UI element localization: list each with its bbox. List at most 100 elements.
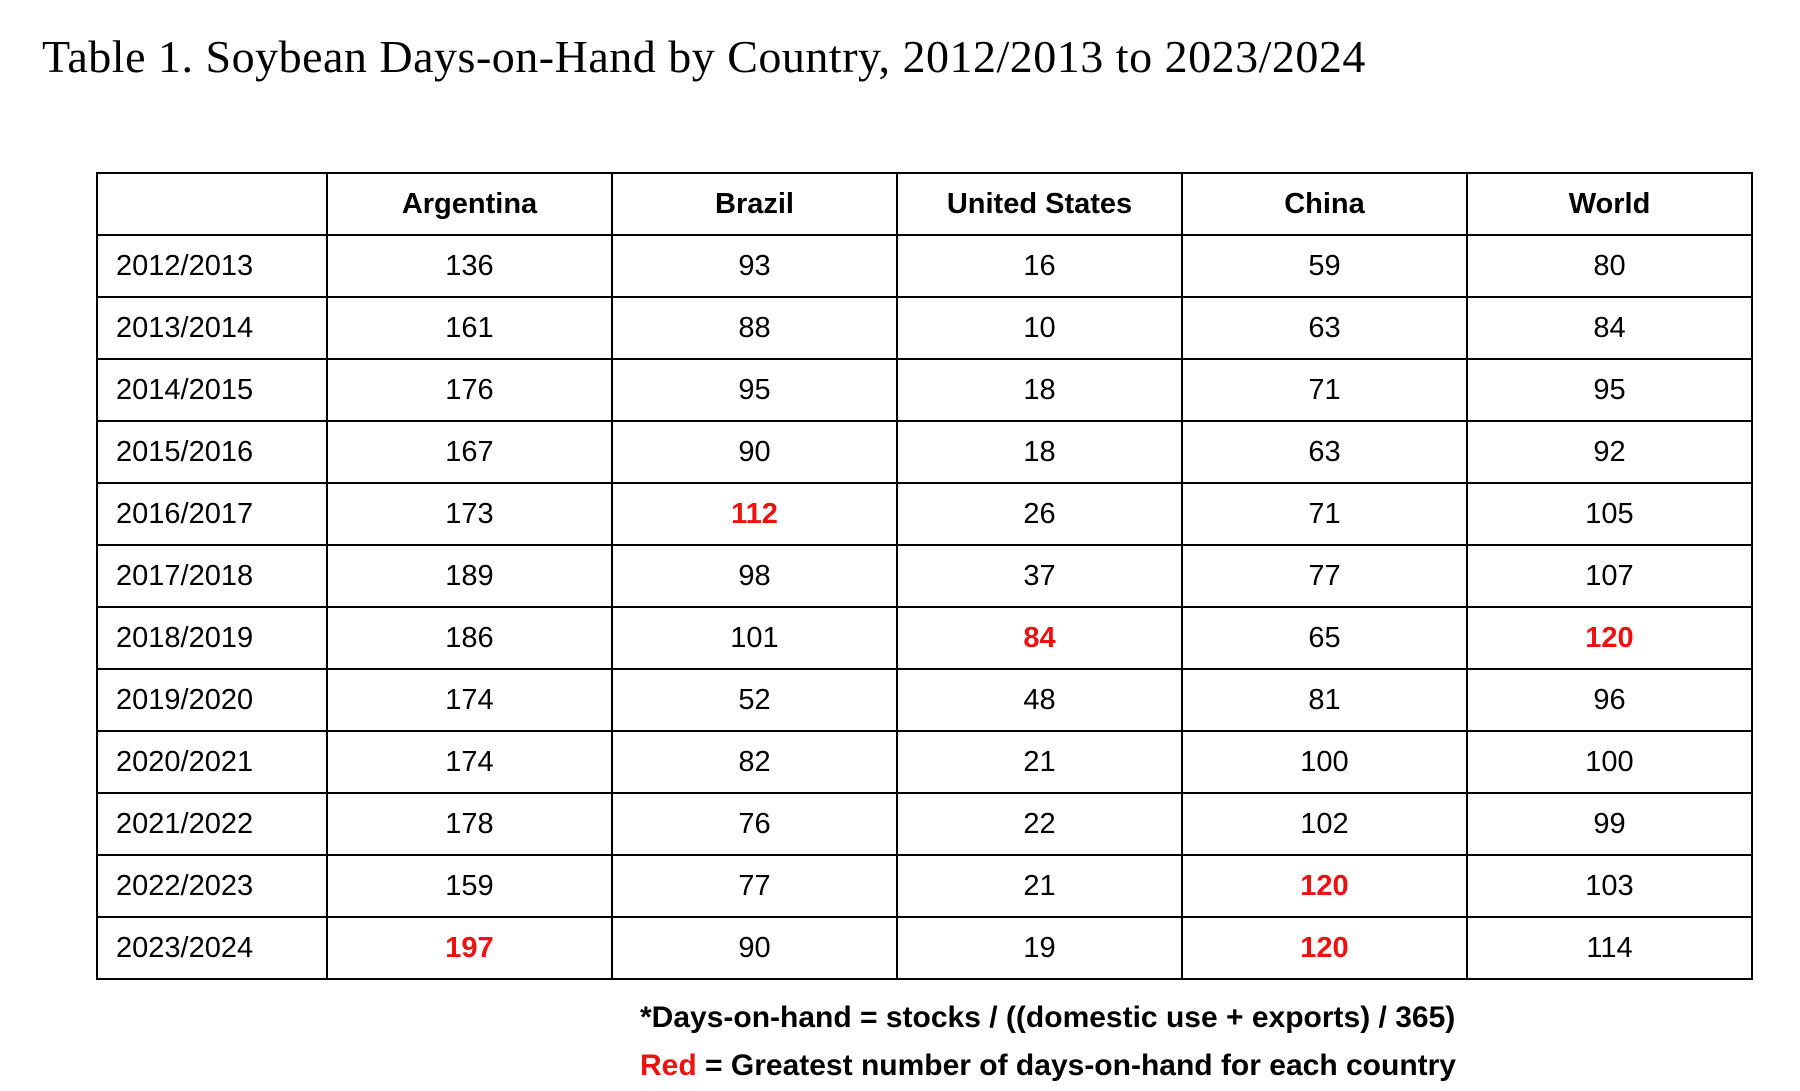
value-cell: 18 bbox=[896, 420, 1183, 484]
year-label: 2018/2019 bbox=[96, 606, 328, 670]
value-cell: 16 bbox=[896, 234, 1183, 298]
value-cell: 103 bbox=[1466, 854, 1753, 918]
value-cell: 174 bbox=[326, 668, 613, 732]
year-label: 2023/2024 bbox=[96, 916, 328, 980]
value-cell: 81 bbox=[1181, 668, 1468, 732]
value-cell: 48 bbox=[896, 668, 1183, 732]
value-cell: 102 bbox=[1181, 792, 1468, 856]
year-label: 2015/2016 bbox=[96, 420, 328, 484]
value-cell: 101 bbox=[611, 606, 898, 670]
table-row: 2019/2020 174 52 48 81 96 bbox=[96, 668, 1753, 732]
value-cell: 90 bbox=[611, 916, 898, 980]
value-cell-highlighted: 120 bbox=[1181, 916, 1468, 980]
value-cell: 100 bbox=[1181, 730, 1468, 794]
value-cell: 82 bbox=[611, 730, 898, 794]
table-row: 2017/2018 189 98 37 77 107 bbox=[96, 544, 1753, 608]
footnotes: *Days-on-hand = stocks / ((domestic use … bbox=[640, 994, 1456, 1090]
value-cell: 37 bbox=[896, 544, 1183, 608]
table-body: 2012/2013 136 93 16 59 80 2013/2014 161 88 10 63 84… bbox=[96, 234, 1753, 980]
value-cell: 63 bbox=[1181, 420, 1468, 484]
value-cell: 159 bbox=[326, 854, 613, 918]
table-row: 2021/2022 178 76 22 102 99 bbox=[96, 792, 1753, 856]
column-header: China bbox=[1181, 172, 1468, 236]
year-label: 2014/2015 bbox=[96, 358, 328, 422]
value-cell: 52 bbox=[611, 668, 898, 732]
value-cell: 88 bbox=[611, 296, 898, 360]
table-row: 2014/2015 176 95 18 71 95 bbox=[96, 358, 1753, 422]
value-cell: 90 bbox=[611, 420, 898, 484]
year-label: 2012/2013 bbox=[96, 234, 328, 298]
table-row: 2015/2016 167 90 18 63 92 bbox=[96, 420, 1753, 484]
value-cell: 21 bbox=[896, 730, 1183, 794]
value-cell: 71 bbox=[1181, 482, 1468, 546]
value-cell: 161 bbox=[326, 296, 613, 360]
value-cell: 22 bbox=[896, 792, 1183, 856]
column-header: World bbox=[1466, 172, 1753, 236]
value-cell-highlighted: 112 bbox=[611, 482, 898, 546]
column-header: United States bbox=[896, 172, 1183, 236]
year-label: 2016/2017 bbox=[96, 482, 328, 546]
value-cell: 186 bbox=[326, 606, 613, 670]
value-cell: 21 bbox=[896, 854, 1183, 918]
year-label: 2017/2018 bbox=[96, 544, 328, 608]
table-row: 2016/2017 173 112 26 71 105 bbox=[96, 482, 1753, 546]
value-cell: 107 bbox=[1466, 544, 1753, 608]
value-cell: 80 bbox=[1466, 234, 1753, 298]
value-cell: 96 bbox=[1466, 668, 1753, 732]
value-cell: 114 bbox=[1466, 916, 1753, 980]
table-caption: Table 1. Soybean Days-on-Hand by Country… bbox=[42, 31, 1366, 82]
header-row: Argentina Brazil United States China World bbox=[96, 172, 1753, 236]
value-cell: 100 bbox=[1466, 730, 1753, 794]
value-cell: 77 bbox=[1181, 544, 1468, 608]
table-row: 2012/2013 136 93 16 59 80 bbox=[96, 234, 1753, 298]
column-header: Argentina bbox=[326, 172, 613, 236]
footnote-legend-text: = Greatest number of days-on-hand for ea… bbox=[696, 1049, 1456, 1082]
year-label: 2020/2021 bbox=[96, 730, 328, 794]
table-row: 2023/2024 197 90 19 120 114 bbox=[96, 916, 1753, 980]
soybean-days-on-hand-table: Argentina Brazil United States China World 2… bbox=[96, 172, 1753, 980]
value-cell: 176 bbox=[326, 358, 613, 422]
table-row: 2013/2014 161 88 10 63 84 bbox=[96, 296, 1753, 360]
value-cell: 92 bbox=[1466, 420, 1753, 484]
value-cell: 173 bbox=[326, 482, 613, 546]
value-cell: 136 bbox=[326, 234, 613, 298]
footnote-formula: *Days-on-hand = stocks / ((domestic use … bbox=[640, 1001, 1456, 1034]
value-cell: 77 bbox=[611, 854, 898, 918]
value-cell-highlighted: 197 bbox=[326, 916, 613, 980]
value-cell-highlighted: 120 bbox=[1466, 606, 1753, 670]
value-cell: 98 bbox=[611, 544, 898, 608]
year-label: 2021/2022 bbox=[96, 792, 328, 856]
column-header: Brazil bbox=[611, 172, 898, 236]
value-cell: 76 bbox=[611, 792, 898, 856]
table-row: 2022/2023 159 77 21 120 103 bbox=[96, 854, 1753, 918]
year-label: 2019/2020 bbox=[96, 668, 328, 732]
corner-cell bbox=[96, 172, 328, 236]
value-cell: 59 bbox=[1181, 234, 1468, 298]
value-cell: 99 bbox=[1466, 792, 1753, 856]
table-header: Argentina Brazil United States China World bbox=[96, 172, 1753, 236]
table-row: 2018/2019 186 101 84 65 120 bbox=[96, 606, 1753, 670]
year-label: 2022/2023 bbox=[96, 854, 328, 918]
value-cell: 18 bbox=[896, 358, 1183, 422]
value-cell: 26 bbox=[896, 482, 1183, 546]
value-cell: 95 bbox=[611, 358, 898, 422]
value-cell: 178 bbox=[326, 792, 613, 856]
table-row: 2020/2021 174 82 21 100 100 bbox=[96, 730, 1753, 794]
value-cell: 63 bbox=[1181, 296, 1468, 360]
value-cell: 71 bbox=[1181, 358, 1468, 422]
footnote-legend: Red = Greatest number of days-on-hand fo… bbox=[640, 1042, 1456, 1090]
value-cell: 189 bbox=[326, 544, 613, 608]
value-cell: 93 bbox=[611, 234, 898, 298]
value-cell-highlighted: 120 bbox=[1181, 854, 1468, 918]
value-cell: 10 bbox=[896, 296, 1183, 360]
value-cell: 65 bbox=[1181, 606, 1468, 670]
value-cell: 84 bbox=[1466, 296, 1753, 360]
value-cell: 174 bbox=[326, 730, 613, 794]
value-cell-highlighted: 84 bbox=[896, 606, 1183, 670]
value-cell: 167 bbox=[326, 420, 613, 484]
value-cell: 95 bbox=[1466, 358, 1753, 422]
value-cell: 105 bbox=[1466, 482, 1753, 546]
footnote-legend-red-word: Red bbox=[640, 1049, 697, 1082]
value-cell: 19 bbox=[896, 916, 1183, 980]
